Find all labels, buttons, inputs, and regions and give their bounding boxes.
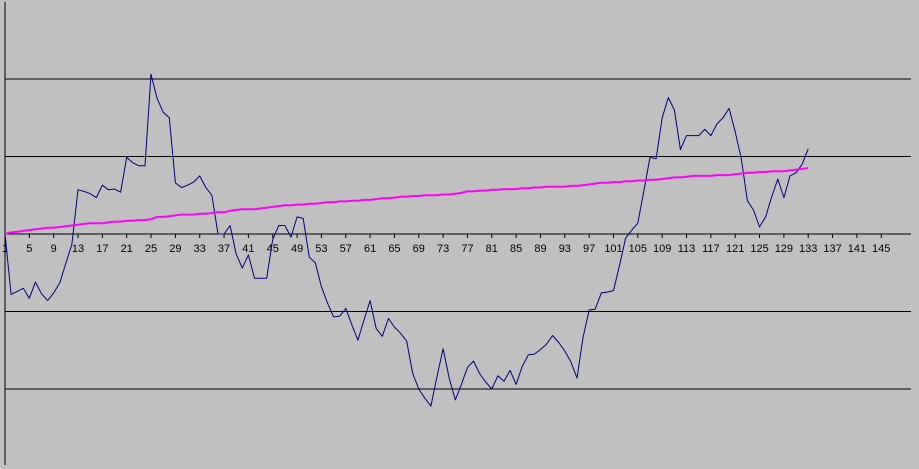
- x-tick-label: 89: [534, 243, 546, 255]
- x-tick-label: 85: [510, 243, 522, 255]
- x-tick-label: 45: [267, 243, 279, 255]
- x-tick-label: 105: [629, 243, 647, 255]
- x-tick-label: 5: [26, 243, 32, 255]
- x-tick-label: 41: [242, 243, 254, 255]
- series-line-2: [4, 167, 809, 235]
- x-tick-label: 1: [2, 243, 8, 255]
- x-tick-label: 125: [750, 243, 768, 255]
- x-tick-label: 49: [291, 243, 303, 255]
- x-tick-label: 65: [388, 243, 400, 255]
- x-tick-label: 29: [169, 243, 181, 255]
- x-tick-label: 37: [218, 243, 230, 255]
- x-tick-label: 69: [413, 243, 425, 255]
- x-tick-label: 73: [437, 243, 449, 255]
- x-tick-label: 141: [848, 243, 866, 255]
- x-tick-label: 145: [872, 243, 890, 255]
- x-tick-label: 137: [823, 243, 841, 255]
- gridlines: [5, 78, 911, 390]
- x-tick-label: 13: [72, 243, 84, 255]
- x-tick-label: 25: [145, 243, 157, 255]
- x-tick-label: 17: [96, 243, 108, 255]
- series-line-1: [4, 73, 809, 407]
- x-tick-label: 129: [775, 243, 793, 255]
- x-tick-label: 9: [51, 243, 57, 255]
- x-tick-label: 117: [702, 243, 720, 255]
- x-tick-label: 121: [726, 243, 744, 255]
- x-tick-label: 81: [486, 243, 498, 255]
- series-lines: [4, 73, 809, 407]
- x-tick-label: 57: [340, 243, 352, 255]
- x-tick-label: 61: [364, 243, 376, 255]
- x-tick-label: 93: [559, 243, 571, 255]
- x-tick-label: 77: [461, 243, 473, 255]
- x-tick-label: 97: [583, 243, 595, 255]
- x-tick-label: 33: [194, 243, 206, 255]
- x-tick-label: 109: [653, 243, 671, 255]
- x-tick-labels: 1 5 9 13 17 21 25 29 33 37 41 45 49 53 57 61 65 69 73 77 81 8…: [2, 234, 890, 255]
- x-tick-label: 133: [799, 243, 817, 255]
- x-tick-label: 101: [604, 243, 622, 255]
- x-tick-label: 113: [678, 243, 696, 255]
- x-tick-label: 21: [121, 243, 133, 255]
- x-tick-label: 53: [315, 243, 327, 255]
